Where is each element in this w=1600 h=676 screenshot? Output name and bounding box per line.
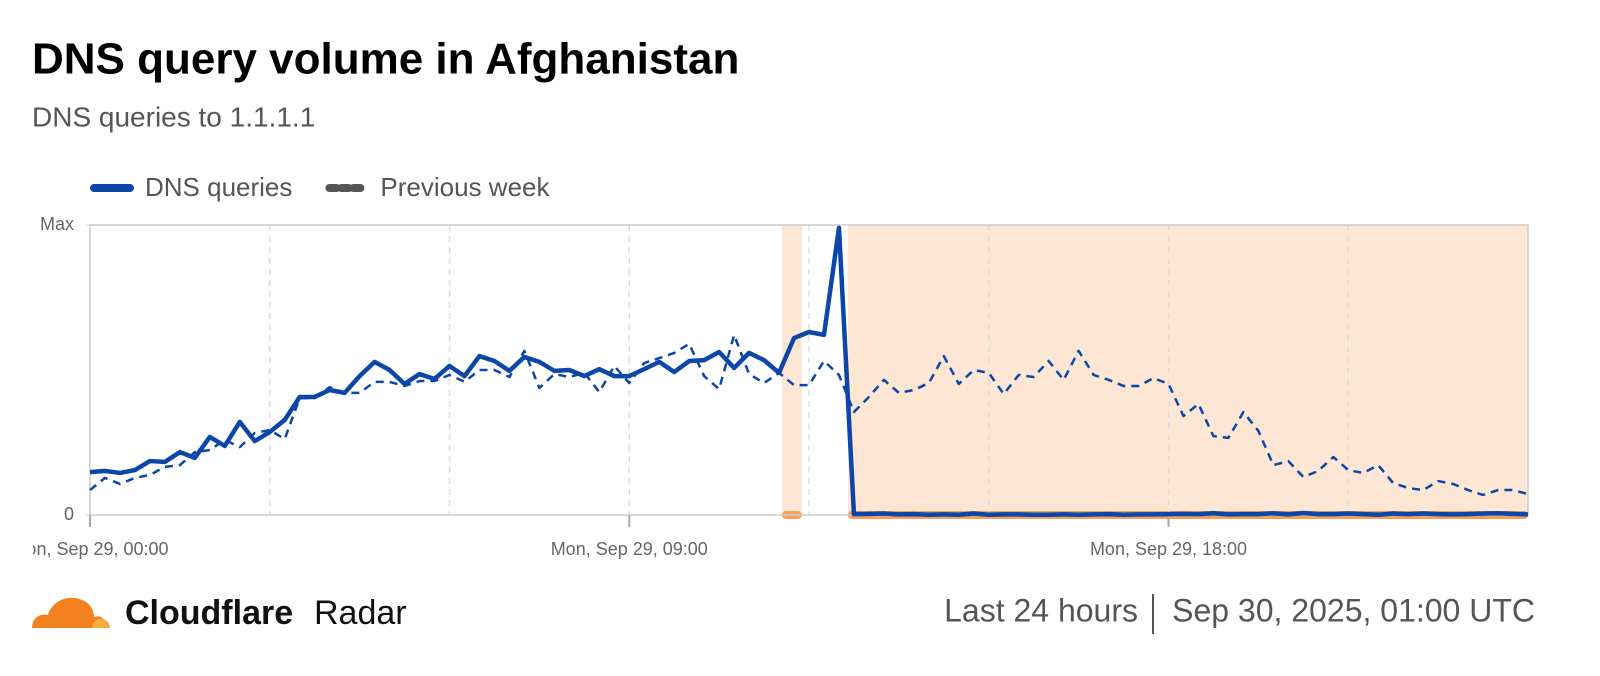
plot-frame: [89, 224, 1529, 516]
legend-label: DNS queries: [145, 172, 292, 202]
outage-region: [782, 225, 802, 515]
x-tick-label: Mon, Sep 29, 09:00: [551, 539, 708, 559]
x-tick-label: Mon, Sep 29, 00:00: [11, 539, 168, 559]
series-line: [89, 225, 1529, 517]
outage-region: [847, 225, 1528, 515]
timestamp: Sep 30, 2025, 01:00 UTC: [1172, 592, 1535, 628]
y-tick-label: Max: [40, 214, 74, 234]
period: Last 24 hours: [944, 592, 1138, 628]
y-tick-label: 0: [64, 504, 74, 524]
legend-label: Previous week: [380, 172, 550, 202]
chart-title: DNS query volume in Afghanistan: [32, 35, 739, 84]
product-name: Radar: [314, 594, 407, 632]
brand-name: Cloudflare: [125, 594, 293, 632]
chart-subtitle: DNS queries to 1.1.1.1: [32, 101, 315, 132]
series-line: [89, 333, 1529, 497]
x-axis: Mon, Sep 29, 00:00 Mon, Sep 29, 09:00 Mon,…: [11, 515, 1247, 559]
x-tick-label: Mon, Sep 29, 18:00: [1090, 539, 1247, 559]
logo: [32, 597, 110, 628]
